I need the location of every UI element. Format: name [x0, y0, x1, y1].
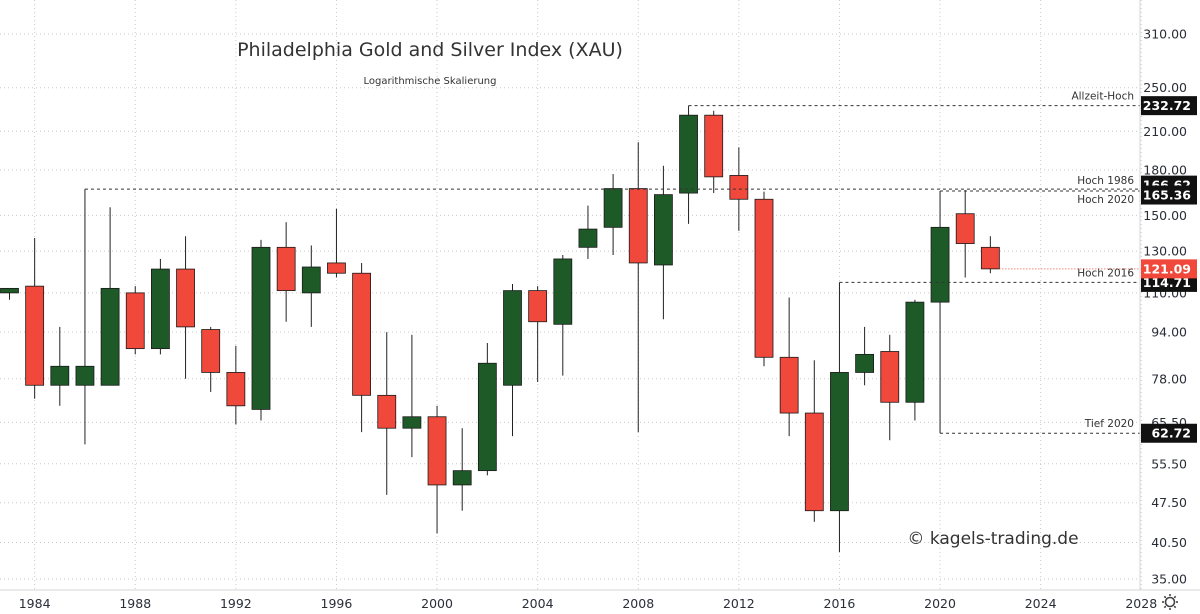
x-tick-label: 1996	[321, 596, 353, 611]
candle-body	[352, 272, 372, 396]
y-tick-label: 47.50	[1151, 495, 1187, 510]
x-tick-label: 2020	[924, 596, 956, 611]
y-tick-label: 180.00	[1143, 162, 1187, 177]
y-axis: 310.00250.00210.00180.00150.00130.00110.…	[1139, 0, 1187, 590]
candle-body	[553, 258, 573, 325]
candle-body	[603, 188, 623, 228]
level-label: Hoch 1986	[1077, 175, 1134, 187]
watermark: © kagels-trading.de	[907, 529, 1078, 549]
candle-body	[955, 213, 975, 244]
candle-body	[880, 351, 900, 403]
price-badge	[1141, 185, 1197, 205]
candles	[0, 114, 1000, 512]
candle-body	[377, 394, 397, 429]
level-label: Allzeit-Hoch	[1071, 91, 1134, 103]
candle-body	[905, 301, 925, 403]
y-tick-label: 150.00	[1143, 208, 1187, 223]
candle-body	[628, 188, 648, 264]
price-badge-value: 232.72	[1143, 98, 1191, 113]
candle-body	[25, 285, 45, 386]
candle-body	[201, 329, 221, 373]
x-tick-label: 1984	[19, 596, 51, 611]
candle-body	[427, 416, 447, 486]
x-tick-label: 2024	[1025, 596, 1057, 611]
gear-icon[interactable]	[1162, 594, 1178, 610]
candle-body	[276, 246, 296, 292]
candle-body	[930, 226, 950, 303]
x-tick-label: 2000	[421, 596, 453, 611]
y-tick-label: 130.00	[1143, 244, 1187, 259]
y-tick-label: 250.00	[1143, 80, 1187, 95]
candle-body	[855, 353, 874, 373]
candle-body	[226, 372, 246, 407]
level-label: Hoch 2016	[1077, 267, 1134, 279]
candle-body	[503, 290, 522, 386]
price-badge	[1141, 423, 1197, 443]
candle-body	[0, 287, 19, 294]
candle-body	[125, 292, 145, 350]
price-badge-value: 62.72	[1151, 426, 1191, 441]
level-label: Hoch 2020	[1077, 194, 1134, 206]
level-annotations: Allzeit-Hoch Hoch 1986 Hoch 2020 Hoch 2016 T…	[1071, 91, 1134, 431]
level-label: Tief 2020	[1084, 418, 1134, 430]
candle-body	[779, 356, 799, 414]
x-tick-label: 2028	[1125, 596, 1157, 611]
y-tick-label: 40.50	[1151, 535, 1187, 550]
candle-body	[50, 365, 70, 386]
y-tick-label: 55.50	[1151, 456, 1187, 471]
candle-body	[679, 114, 698, 194]
x-tick-label: 2012	[723, 596, 755, 611]
candle-body	[804, 412, 824, 512]
price-badge-value: 165.36	[1143, 188, 1192, 203]
y-tick-label: 310.00	[1143, 27, 1187, 42]
candle-body	[830, 372, 849, 512]
chart-subtitle: Logarithmische Skalierung	[364, 76, 497, 87]
candle-body	[980, 246, 1000, 270]
candle-body	[528, 290, 548, 323]
x-tick-label: 1988	[119, 596, 151, 611]
level-lines	[84, 105, 1140, 434]
candle-body	[729, 175, 749, 200]
candle-body	[301, 266, 321, 294]
candle-body	[477, 362, 497, 472]
y-tick-label: 35.00	[1151, 572, 1187, 587]
candle-body	[75, 365, 95, 386]
x-tick-label: 2004	[522, 596, 554, 611]
candle-body	[251, 246, 271, 410]
candle-body	[452, 470, 472, 486]
x-tick-label: 1992	[220, 596, 252, 611]
candle-body	[704, 114, 724, 178]
last-price-value: 121.09	[1143, 261, 1191, 276]
candle-body	[754, 198, 774, 358]
y-tick-label: 210.00	[1143, 124, 1187, 139]
chart-title: Philadelphia Gold and Silver Index (XAU)	[237, 39, 623, 61]
candle-body	[176, 268, 195, 328]
candle-body	[150, 268, 170, 350]
candle-body	[654, 194, 673, 266]
price-badge	[1141, 96, 1197, 116]
candle-body	[327, 262, 346, 274]
y-tick-label: 94.00	[1151, 325, 1187, 340]
x-tick-label: 2008	[622, 596, 654, 611]
y-tick-label: 78.00	[1151, 371, 1187, 386]
x-tick-label: 2016	[824, 596, 856, 611]
candle-body	[100, 287, 120, 386]
x-axis: 1984 1988 1992 1996 2000 2004 2008 2012 2016 2020…	[0, 589, 1200, 611]
price-badge-value: 114.71	[1143, 275, 1191, 290]
candle-body	[578, 228, 598, 248]
candle-body	[402, 416, 422, 429]
last-price-badge	[1141, 259, 1197, 279]
